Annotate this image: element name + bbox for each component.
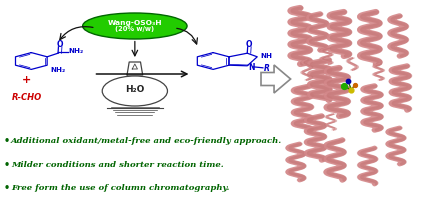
Text: Additional oxidant/metal-free and eco-friendly approach.: Additional oxidant/metal-free and eco-fr…: [11, 137, 282, 145]
Text: (20% w/w): (20% w/w): [115, 26, 154, 32]
Text: R: R: [263, 64, 269, 73]
Ellipse shape: [82, 13, 187, 39]
Text: N: N: [247, 63, 254, 72]
Polygon shape: [260, 65, 290, 93]
Text: NH: NH: [260, 53, 272, 59]
Text: O: O: [56, 40, 63, 49]
Text: NH₂: NH₂: [68, 48, 83, 54]
Text: •: •: [3, 183, 10, 193]
Text: Wang-OSO₃H: Wang-OSO₃H: [107, 20, 162, 26]
Point: [339, 84, 346, 88]
Text: R-CHO: R-CHO: [12, 94, 42, 102]
Text: H₂O: H₂O: [125, 85, 144, 94]
Text: Free form the use of column chromatography.: Free form the use of column chromatograp…: [11, 184, 229, 192]
Point: [344, 79, 351, 83]
Text: O: O: [245, 40, 252, 49]
Text: +: +: [22, 75, 32, 85]
Text: Milder conditions and shorter reaction time.: Milder conditions and shorter reaction t…: [11, 161, 223, 169]
Text: NH₂: NH₂: [50, 67, 66, 73]
Point: [347, 88, 354, 92]
Point: [350, 83, 357, 87]
Text: •: •: [3, 136, 10, 146]
Text: •: •: [3, 160, 10, 170]
